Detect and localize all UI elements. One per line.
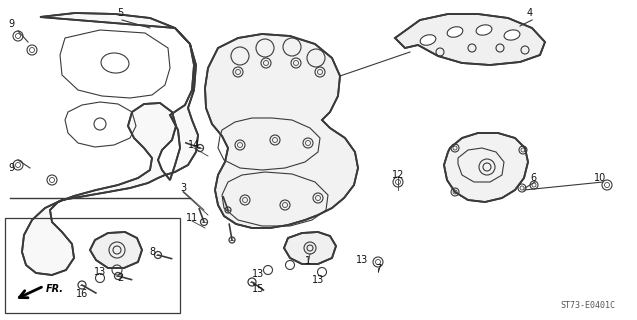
Text: ST73-E0401C: ST73-E0401C xyxy=(560,301,615,310)
Ellipse shape xyxy=(447,27,463,37)
Ellipse shape xyxy=(504,30,520,40)
Text: 6: 6 xyxy=(530,173,536,183)
Polygon shape xyxy=(22,13,198,275)
Ellipse shape xyxy=(420,35,436,45)
Text: 1: 1 xyxy=(305,256,311,266)
Text: 16: 16 xyxy=(76,289,88,299)
Text: 14: 14 xyxy=(188,140,200,150)
Text: 7: 7 xyxy=(375,264,381,274)
Text: 13: 13 xyxy=(94,267,106,277)
Text: 5: 5 xyxy=(117,8,123,18)
Polygon shape xyxy=(395,14,545,65)
Ellipse shape xyxy=(476,25,492,35)
Text: 13: 13 xyxy=(356,255,368,265)
Text: 9: 9 xyxy=(8,163,14,173)
Text: FR.: FR. xyxy=(46,284,64,294)
Text: 10: 10 xyxy=(594,173,606,183)
Text: 4: 4 xyxy=(527,8,533,18)
Text: 13: 13 xyxy=(312,275,324,285)
Text: 15: 15 xyxy=(252,284,264,294)
Text: 11: 11 xyxy=(186,213,198,223)
Polygon shape xyxy=(284,232,336,264)
Polygon shape xyxy=(444,133,528,202)
Text: 8: 8 xyxy=(149,247,155,257)
Polygon shape xyxy=(90,232,142,268)
Text: 3: 3 xyxy=(180,183,186,193)
Bar xyxy=(5,218,180,313)
Text: 9: 9 xyxy=(8,19,14,29)
Text: 13: 13 xyxy=(252,269,264,279)
Polygon shape xyxy=(205,34,358,228)
Text: 2: 2 xyxy=(117,273,123,283)
Text: 12: 12 xyxy=(392,170,404,180)
